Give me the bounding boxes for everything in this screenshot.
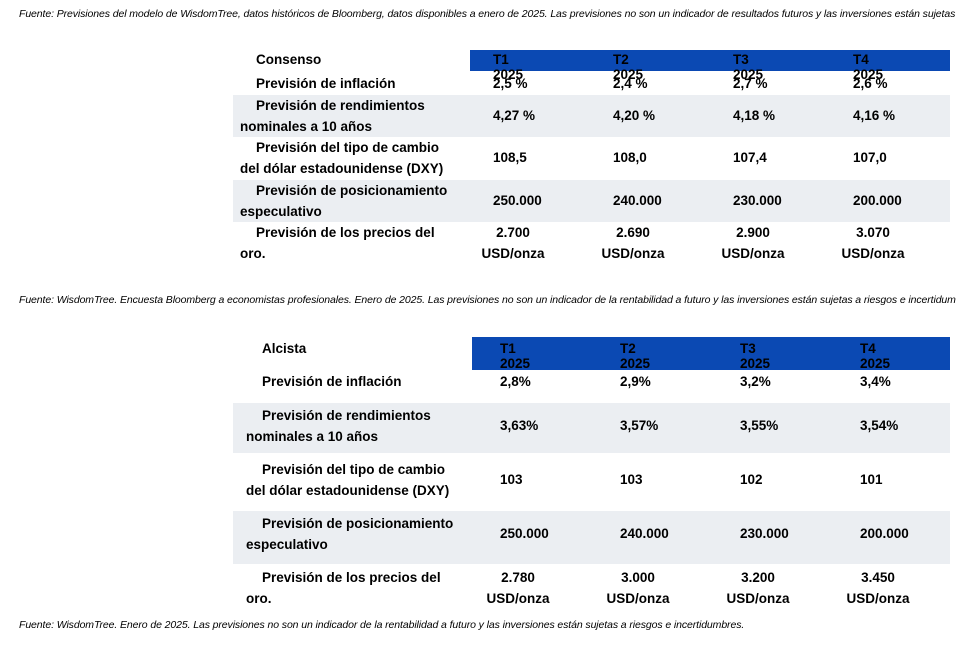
source-note-bottom: Fuente: WisdomTree. Enero de 2025. Las p… <box>19 619 745 631</box>
source-note-middle: Fuente: WisdomTree. Encuesta Bloomberg a… <box>19 294 956 306</box>
table-cell: 4,18 % <box>733 108 776 123</box>
table-row-shade <box>233 95 950 137</box>
column-header-t3: T3 2025 <box>733 52 764 82</box>
table-cell: 103 <box>500 472 523 487</box>
source-note-top: Fuente: Previsiones del modelo de Wisdom… <box>19 8 956 20</box>
table-cell: 3.000 USD/onza <box>606 570 670 606</box>
table-cell: 4,27 % <box>493 108 536 123</box>
table-cell: 2,9% <box>620 374 651 389</box>
column-header-t3: T3 2025 <box>740 341 771 371</box>
table-row-label: Previsión de rendimientos nominales a 10 … <box>240 98 425 134</box>
table-title: Consenso <box>256 52 322 67</box>
table-row-label: Previsión del tipo de cambio del dólar es… <box>240 140 444 176</box>
table-cell: 108,0 <box>613 150 647 165</box>
table-cell: 2,6 % <box>853 76 888 91</box>
table-cell: 2,4 % <box>613 76 648 91</box>
table-cell: 3.070 USD/onza <box>841 225 905 261</box>
table-row-label: Previsión de posicionamiento especulativo <box>246 516 454 552</box>
table-row-label: Previsión del tipo de cambio del dólar es… <box>246 462 450 498</box>
table-cell: 3,4% <box>860 374 891 389</box>
column-header-t2: T2 2025 <box>613 52 644 82</box>
table-cell: 107,4 <box>733 150 767 165</box>
table-cell: 2.900 USD/onza <box>721 225 785 261</box>
table-cell: 107,0 <box>853 150 887 165</box>
table-row-label: Previsión de inflación <box>262 374 402 389</box>
table-cell: 3,54% <box>860 418 899 433</box>
table-cell: 240.000 <box>613 193 662 208</box>
table-cell: 230.000 <box>740 526 789 541</box>
table-row-label: Previsión de rendimientos nominales a 10 … <box>246 408 431 444</box>
table-cell: 4,16 % <box>853 108 896 123</box>
table-row-label: Previsión de los precios del oro. <box>246 570 441 606</box>
table-cell: 2,5 % <box>493 76 528 91</box>
table-cell: 2.690 USD/onza <box>601 225 665 261</box>
table-row-label: Previsión de inflación <box>256 76 396 91</box>
table-cell: 230.000 <box>733 193 782 208</box>
table-cell: 2,8% <box>500 374 531 389</box>
table-cell: 2.780 USD/onza <box>486 570 550 606</box>
header-bar <box>470 50 950 71</box>
table-row-label: Previsión de los precios del oro. <box>240 225 435 261</box>
table-cell: 250.000 <box>493 193 542 208</box>
table-row-shade <box>233 180 950 222</box>
table-cell: 2,7 % <box>733 76 768 91</box>
header-bar <box>472 337 950 370</box>
table-cell: 200.000 <box>853 193 902 208</box>
column-header-t4: T4 2025 <box>860 341 891 371</box>
table-cell: 240.000 <box>620 526 669 541</box>
table-cell: 4,20 % <box>613 108 656 123</box>
table-cell: 101 <box>860 472 883 487</box>
table-cell: 102 <box>740 472 763 487</box>
table-row-label: Previsión de posicionamiento especulativo <box>240 183 448 219</box>
table-cell: 3.200 USD/onza <box>726 570 790 606</box>
table-cell: 2.700 USD/onza <box>481 225 545 261</box>
table-cell: 3,2% <box>740 374 771 389</box>
column-header-t2: T2 2025 <box>620 341 651 371</box>
table-cell: 3.450 USD/onza <box>846 570 910 606</box>
column-header-t4: T4 2025 <box>853 52 884 82</box>
column-header-t1: T1 2025 <box>493 52 524 82</box>
table-cell: 108,5 <box>493 150 527 165</box>
table-cell: 3,57% <box>620 418 659 433</box>
table-row-shade <box>233 511 950 564</box>
table-cell: 103 <box>620 472 643 487</box>
table-cell: 250.000 <box>500 526 549 541</box>
table-row-shade <box>233 403 950 453</box>
table-cell: 3,63% <box>500 418 539 433</box>
table-cell: 3,55% <box>740 418 779 433</box>
table-cell: 200.000 <box>860 526 909 541</box>
column-header-t1: T1 2025 <box>500 341 531 371</box>
table-title: Alcista <box>262 341 307 356</box>
